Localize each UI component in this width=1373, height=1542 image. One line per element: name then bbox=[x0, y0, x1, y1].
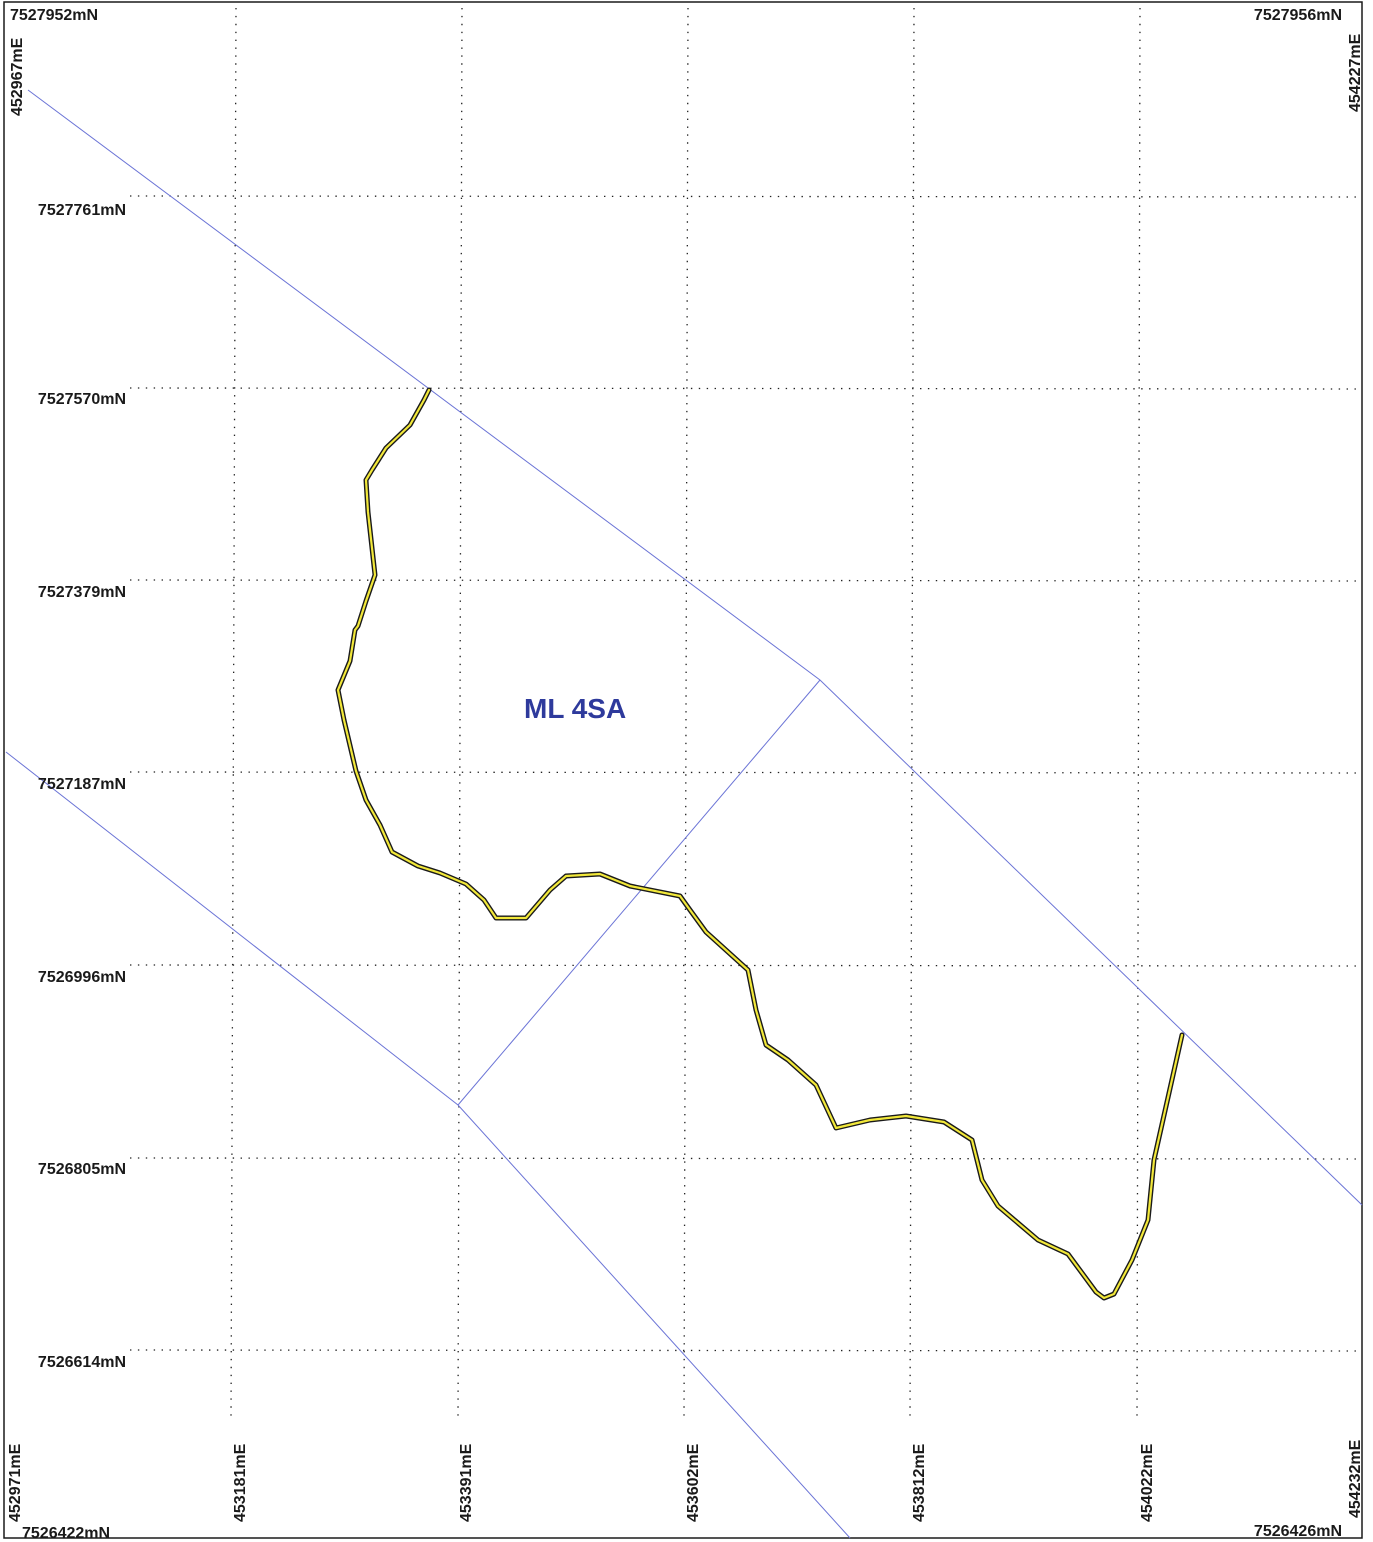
corner-top-left-east: 452967mE bbox=[9, 37, 26, 116]
northing-label: 7526805mN bbox=[38, 1161, 126, 1178]
easting-label: 454022mE bbox=[1139, 1443, 1156, 1522]
corner-top-left-north: 7527952mN bbox=[10, 7, 98, 24]
corner-top-right-east: 454227mE bbox=[1347, 33, 1364, 112]
corner-bottom-left-east: 452971mE bbox=[7, 1443, 24, 1522]
grid-line-north-7 bbox=[129, 1349, 1361, 1352]
corner-bottom-right-north: 7526426mN bbox=[1254, 1523, 1342, 1540]
creek-line bbox=[335, 387, 1185, 1301]
grid-line-east-4 bbox=[909, 7, 915, 1421]
northing-label: 7527761mN bbox=[38, 202, 126, 219]
grid-line-east-3 bbox=[683, 7, 689, 1421]
northing-label: 7527187mN bbox=[38, 776, 126, 793]
northing-label: 7526614mN bbox=[38, 1354, 126, 1371]
creek-fill bbox=[336, 388, 1184, 1300]
corner-bottom-right-east: 454232mE bbox=[1347, 1439, 1364, 1518]
grid-line-north-6 bbox=[129, 1157, 1361, 1160]
easting-label: 453812mE bbox=[911, 1443, 928, 1522]
northing-label: 7526996mN bbox=[38, 969, 126, 986]
lease-boundary-divider bbox=[457, 679, 821, 1106]
lease-boundaries bbox=[5, 89, 1363, 1539]
map-border bbox=[3, 1, 1363, 1539]
grid-line-east-2 bbox=[457, 7, 463, 1421]
grid-line-north-3 bbox=[129, 579, 1361, 582]
grid-line-north-4 bbox=[129, 771, 1361, 774]
easting-label: 453602mE bbox=[685, 1443, 702, 1522]
lease-boundary-northeast bbox=[27, 89, 1363, 1206]
northing-labels: 7527761mN 7527570mN 7527379mN 7527187mN … bbox=[38, 202, 126, 1371]
corner-bottom-left-north: 7526422mN bbox=[22, 1525, 110, 1542]
northing-label: 7527570mN bbox=[38, 391, 126, 408]
grid-line-east-1 bbox=[230, 7, 237, 1421]
easting-labels: 453181mE 453391mE 453602mE 453812mE 4540… bbox=[232, 1443, 1156, 1522]
northing-label: 7527379mN bbox=[38, 584, 126, 601]
grid-line-north-1 bbox=[129, 195, 1361, 198]
easting-label: 453391mE bbox=[458, 1443, 475, 1522]
easting-label: 453181mE bbox=[232, 1443, 249, 1522]
creek-outline bbox=[335, 387, 1185, 1301]
corner-top-right-north: 7527956mN bbox=[1254, 7, 1342, 24]
grid-line-north-2 bbox=[129, 387, 1361, 390]
northing-grid bbox=[129, 195, 1361, 1352]
lease-area-label: ML 4SA bbox=[524, 693, 626, 724]
grid-line-east-5 bbox=[1136, 7, 1141, 1421]
